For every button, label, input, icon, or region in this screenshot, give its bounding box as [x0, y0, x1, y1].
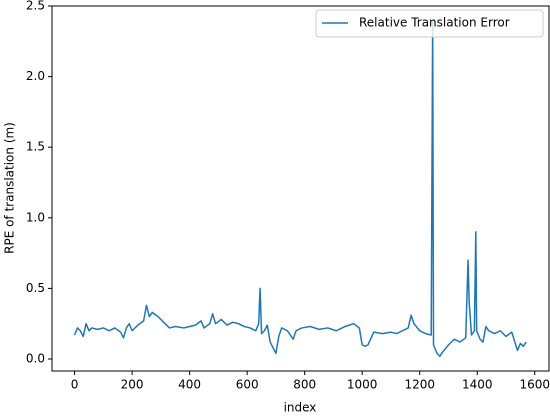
- x-tick-label: 200: [121, 378, 144, 392]
- x-tick-label: 0: [71, 378, 79, 392]
- x-axis-label: index: [284, 401, 317, 415]
- legend-box: [315, 9, 544, 38]
- x-tick-label: 1600: [519, 378, 550, 392]
- x-tick-label: 1400: [462, 378, 493, 392]
- x-tick-label: 800: [293, 378, 316, 392]
- y-tick-label: 2.0: [26, 69, 45, 83]
- y-tick-label: 2.5: [26, 0, 45, 13]
- y-tick-label: 0.5: [26, 281, 45, 295]
- y-tick-label: 0.0: [26, 351, 45, 365]
- y-tick-label: 1.5: [26, 140, 45, 154]
- x-tick-label: 600: [236, 378, 259, 392]
- data-line: [73, 19, 527, 357]
- y-tick-label: 1.0: [26, 210, 45, 224]
- legend-label: Relative Translation Error: [359, 16, 510, 30]
- y-axis-label: RPE of translation (m): [3, 122, 17, 254]
- x-tick-label: 1000: [347, 378, 378, 392]
- x-tick-label: 1200: [404, 378, 435, 392]
- axes-frame: [51, 5, 550, 372]
- x-tick-label: 400: [178, 378, 201, 392]
